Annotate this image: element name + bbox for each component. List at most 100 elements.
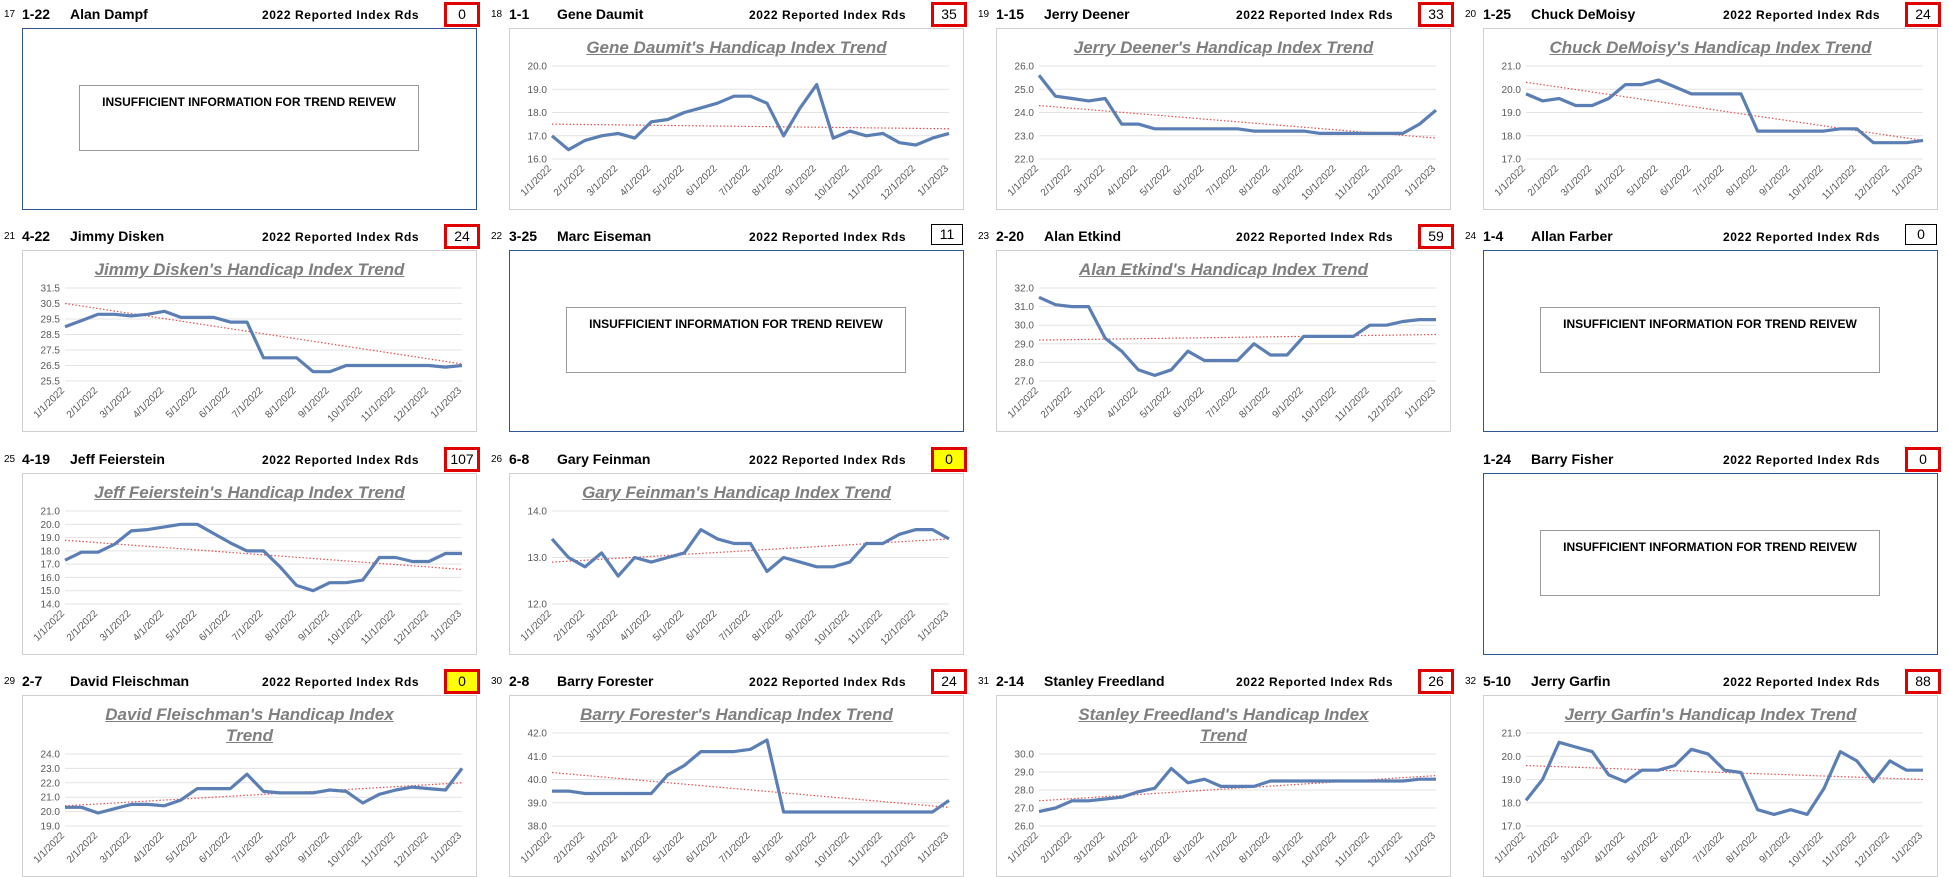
x-tick-label: 2/1/2022 xyxy=(552,608,588,644)
insufficient-box: INSUFFICIENT INFORMATION FOR TREND REIVE… xyxy=(509,250,964,432)
x-tick-label: 10/1/2022 xyxy=(1787,163,1827,203)
y-tick-label: 26.0 xyxy=(1015,62,1035,73)
x-tick-label: 7/1/2022 xyxy=(230,830,266,866)
player-code: 1-1 xyxy=(509,6,530,22)
x-tick-label: 6/1/2022 xyxy=(1171,163,1207,199)
y-tick-label: 22.0 xyxy=(1015,155,1035,166)
row-number: 30 xyxy=(491,676,503,687)
player-header: 32 5-10 Jerry Garfin 2022 Reported Index Rd… xyxy=(1461,667,1948,694)
y-tick-label: 18.0 xyxy=(41,546,61,557)
y-tick-label: 32.0 xyxy=(1015,284,1035,295)
y-tick-label: 30.0 xyxy=(1015,321,1035,332)
trend-line xyxy=(1038,333,1437,341)
rounds-count: 11 xyxy=(931,224,963,245)
x-tick-label: 6/1/2022 xyxy=(684,830,720,866)
player-header: 26 6-8 Gary Feinman 2022 Reported Index Rds… xyxy=(487,445,974,472)
chart: Gary Feinman's Handicap Index Trend 12.0 1… xyxy=(509,473,964,655)
insufficient-box: INSUFFICIENT INFORMATION FOR TREND REIVE… xyxy=(22,28,477,210)
player-code: 2-7 xyxy=(22,673,43,689)
x-tick-label: 7/1/2022 xyxy=(230,608,266,644)
y-tick-label: 21.0 xyxy=(1502,729,1522,740)
trend-line xyxy=(64,782,463,807)
chart: Jeff Feierstein's Handicap Index Trend 14… xyxy=(22,473,477,655)
x-tick-label: 4/1/2022 xyxy=(1592,830,1628,866)
x-tick-label: 3/1/2022 xyxy=(98,830,134,866)
chart: Stanley Freedland's Handicap Index Trend… xyxy=(996,695,1451,877)
trend-line xyxy=(1038,775,1437,802)
y-tick-label: 25.0 xyxy=(1015,85,1035,96)
x-tick-label: 12/1/2022 xyxy=(1853,830,1893,870)
player-code: 6-8 xyxy=(509,451,530,467)
y-tick-label: 21.0 xyxy=(1502,62,1522,73)
y-tick-label: 12.0 xyxy=(528,600,548,611)
x-tick-label: 1/1/2022 xyxy=(32,608,68,644)
player-header: 21 4-22 Jimmy Disken 2022 Reported Index Rd… xyxy=(0,222,487,249)
x-tick-label: 2/1/2022 xyxy=(65,830,101,866)
index-line xyxy=(1525,78,1924,145)
rounds-label: 2022 Reported Index Rds xyxy=(749,453,907,467)
x-tick-label: 1/1/2023 xyxy=(916,608,952,644)
x-tick-label: 5/1/2022 xyxy=(164,830,200,866)
x-tick-label: 12/1/2022 xyxy=(1366,830,1406,870)
insufficient-message: INSUFFICIENT INFORMATION FOR TREND REIVE… xyxy=(566,307,906,373)
x-tick-label: 3/1/2022 xyxy=(585,163,621,199)
x-tick-label: 3/1/2022 xyxy=(1559,163,1595,199)
rounds-count: 0 xyxy=(1905,447,1941,472)
y-tick-label: 27.0 xyxy=(1015,804,1035,815)
rounds-label: 2022 Reported Index Rds xyxy=(749,8,907,22)
chart: David Fleischman's Handicap Index Trend 1… xyxy=(22,695,477,877)
x-tick-label: 1/1/2022 xyxy=(32,830,68,866)
x-tick-label: 4/1/2022 xyxy=(1105,385,1141,421)
y-tick-label: 29.0 xyxy=(1015,339,1035,350)
x-tick-label: 8/1/2022 xyxy=(263,830,299,866)
player-name: Marc Eiseman xyxy=(557,228,652,244)
x-tick-label: 8/1/2022 xyxy=(1237,830,1273,866)
rounds-label: 2022 Reported Index Rds xyxy=(1723,453,1881,467)
chart-title: Gene Daumit's Handicap Index Trend xyxy=(586,38,887,57)
chart: Alan Etkind's Handicap Index Trend 27.0 28… xyxy=(996,250,1451,432)
chart-title: Jerry Deener's Handicap Index Trend xyxy=(1073,38,1374,57)
rounds-label: 2022 Reported Index Rds xyxy=(262,8,420,22)
player-name: Stanley Freedland xyxy=(1044,673,1165,689)
y-tick-label: 38.0 xyxy=(528,822,548,833)
rounds-label: 2022 Reported Index Rds xyxy=(749,230,907,244)
trend-line xyxy=(551,771,950,808)
y-tick-label: 18.0 xyxy=(1502,131,1522,142)
x-tick-label: 3/1/2022 xyxy=(1072,385,1108,421)
player-name: Gary Feinman xyxy=(557,451,651,467)
y-tick-label: 30.5 xyxy=(41,299,61,310)
x-tick-label: 3/1/2022 xyxy=(98,608,134,644)
x-tick-label: 1/1/2022 xyxy=(1006,163,1042,199)
row-number: 29 xyxy=(4,676,16,687)
x-tick-label: 4/1/2022 xyxy=(618,830,654,866)
y-tick-label: 15.0 xyxy=(41,586,61,597)
rounds-count: 0 xyxy=(1905,224,1937,245)
y-tick-label: 18.0 xyxy=(1502,798,1522,809)
x-tick-label: 5/1/2022 xyxy=(651,608,687,644)
x-tick-label: 1/1/2023 xyxy=(1403,163,1439,199)
row-number: 21 xyxy=(4,231,16,242)
player-code: 2-8 xyxy=(509,673,530,689)
x-tick-label: 6/1/2022 xyxy=(684,163,720,199)
player-name: Jerry Deener xyxy=(1044,6,1130,22)
x-tick-label: 12/1/2022 xyxy=(392,608,432,648)
player-code: 4-22 xyxy=(22,228,51,244)
rounds-label: 2022 Reported Index Rds xyxy=(1236,675,1394,689)
x-tick-label: 4/1/2022 xyxy=(1105,830,1141,866)
x-tick-label: 2/1/2022 xyxy=(1039,163,1075,199)
rounds-label: 2022 Reported Index Rds xyxy=(1236,8,1394,22)
trend-line xyxy=(551,123,950,130)
x-tick-label: 7/1/2022 xyxy=(717,608,753,644)
x-tick-label: 6/1/2022 xyxy=(1171,385,1207,421)
rounds-count: 24 xyxy=(931,669,967,694)
x-tick-label: 10/1/2022 xyxy=(1300,163,1340,203)
y-tick-label: 28.0 xyxy=(1015,786,1035,797)
x-tick-label: 10/1/2022 xyxy=(813,830,853,870)
x-tick-label: 7/1/2022 xyxy=(1691,830,1727,866)
x-tick-label: 5/1/2022 xyxy=(1625,830,1661,866)
y-tick-label: 26.5 xyxy=(41,361,61,372)
row-number: 20 xyxy=(1465,9,1477,20)
rounds-label: 2022 Reported Index Rds xyxy=(1236,230,1394,244)
plot: 12.0 13.0 14.0 1/1/20222/1/20223/1/20224/1/… xyxy=(519,507,952,648)
x-tick-label: 2/1/2022 xyxy=(552,830,588,866)
